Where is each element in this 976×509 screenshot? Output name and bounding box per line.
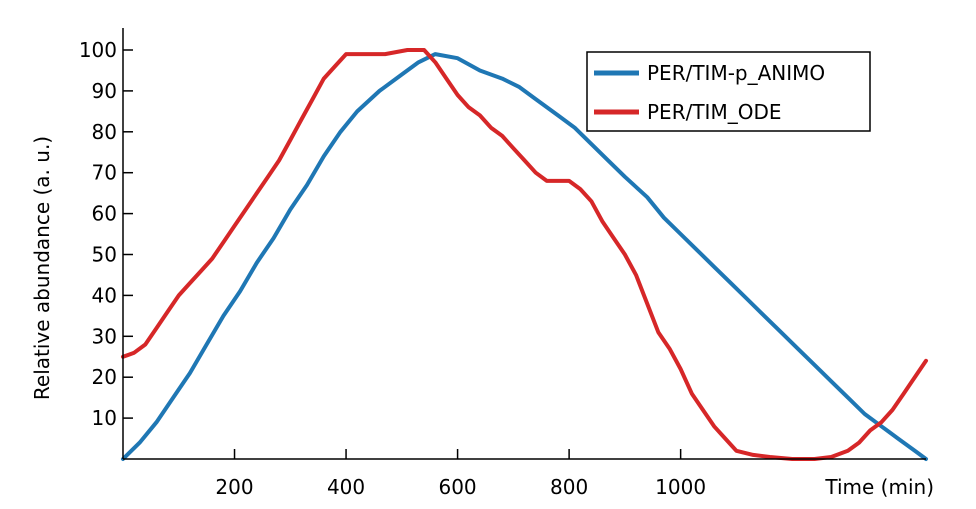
series-line-per-tim-ode: [121, 48, 928, 461]
y-axis-title: Relative abundance (a. u.): [30, 136, 54, 400]
ticks-layer: 200 400 600 800 1000 10 20 30 40 50 60 70 80 90 100: [79, 38, 706, 499]
x-tick-label: 400: [327, 475, 365, 499]
y-tick-label: 60: [92, 202, 117, 226]
y-tick-label: 30: [92, 324, 117, 348]
series-layer: [121, 48, 928, 461]
y-tick-label: 80: [92, 120, 117, 144]
legend: PER/TIM-p_ANIMO PER/TIM_ODE: [586, 51, 871, 132]
y-tick-label: 40: [92, 283, 117, 307]
y-tick-label: 50: [92, 243, 117, 267]
legend-label-ode: PER/TIM_ODE: [647, 100, 781, 124]
axes-layer: [122, 28, 926, 460]
y-tick-label: 100: [79, 38, 117, 62]
y-tick-label: 90: [92, 79, 117, 103]
legend-box: [586, 51, 871, 132]
x-axis-title: Time (min): [824, 475, 934, 499]
y-tick-label: 70: [92, 161, 117, 185]
x-tick-label: 1000: [655, 475, 706, 499]
legend-label-animo: PER/TIM-p_ANIMO: [647, 61, 825, 85]
x-tick-label: 800: [550, 475, 588, 499]
x-tick-label: 200: [215, 475, 253, 499]
series-line-per-tim-p-animo: [121, 52, 928, 461]
x-tick-label: 600: [438, 475, 476, 499]
y-tick-label: 20: [92, 365, 117, 389]
y-tick-label: 10: [92, 406, 117, 430]
